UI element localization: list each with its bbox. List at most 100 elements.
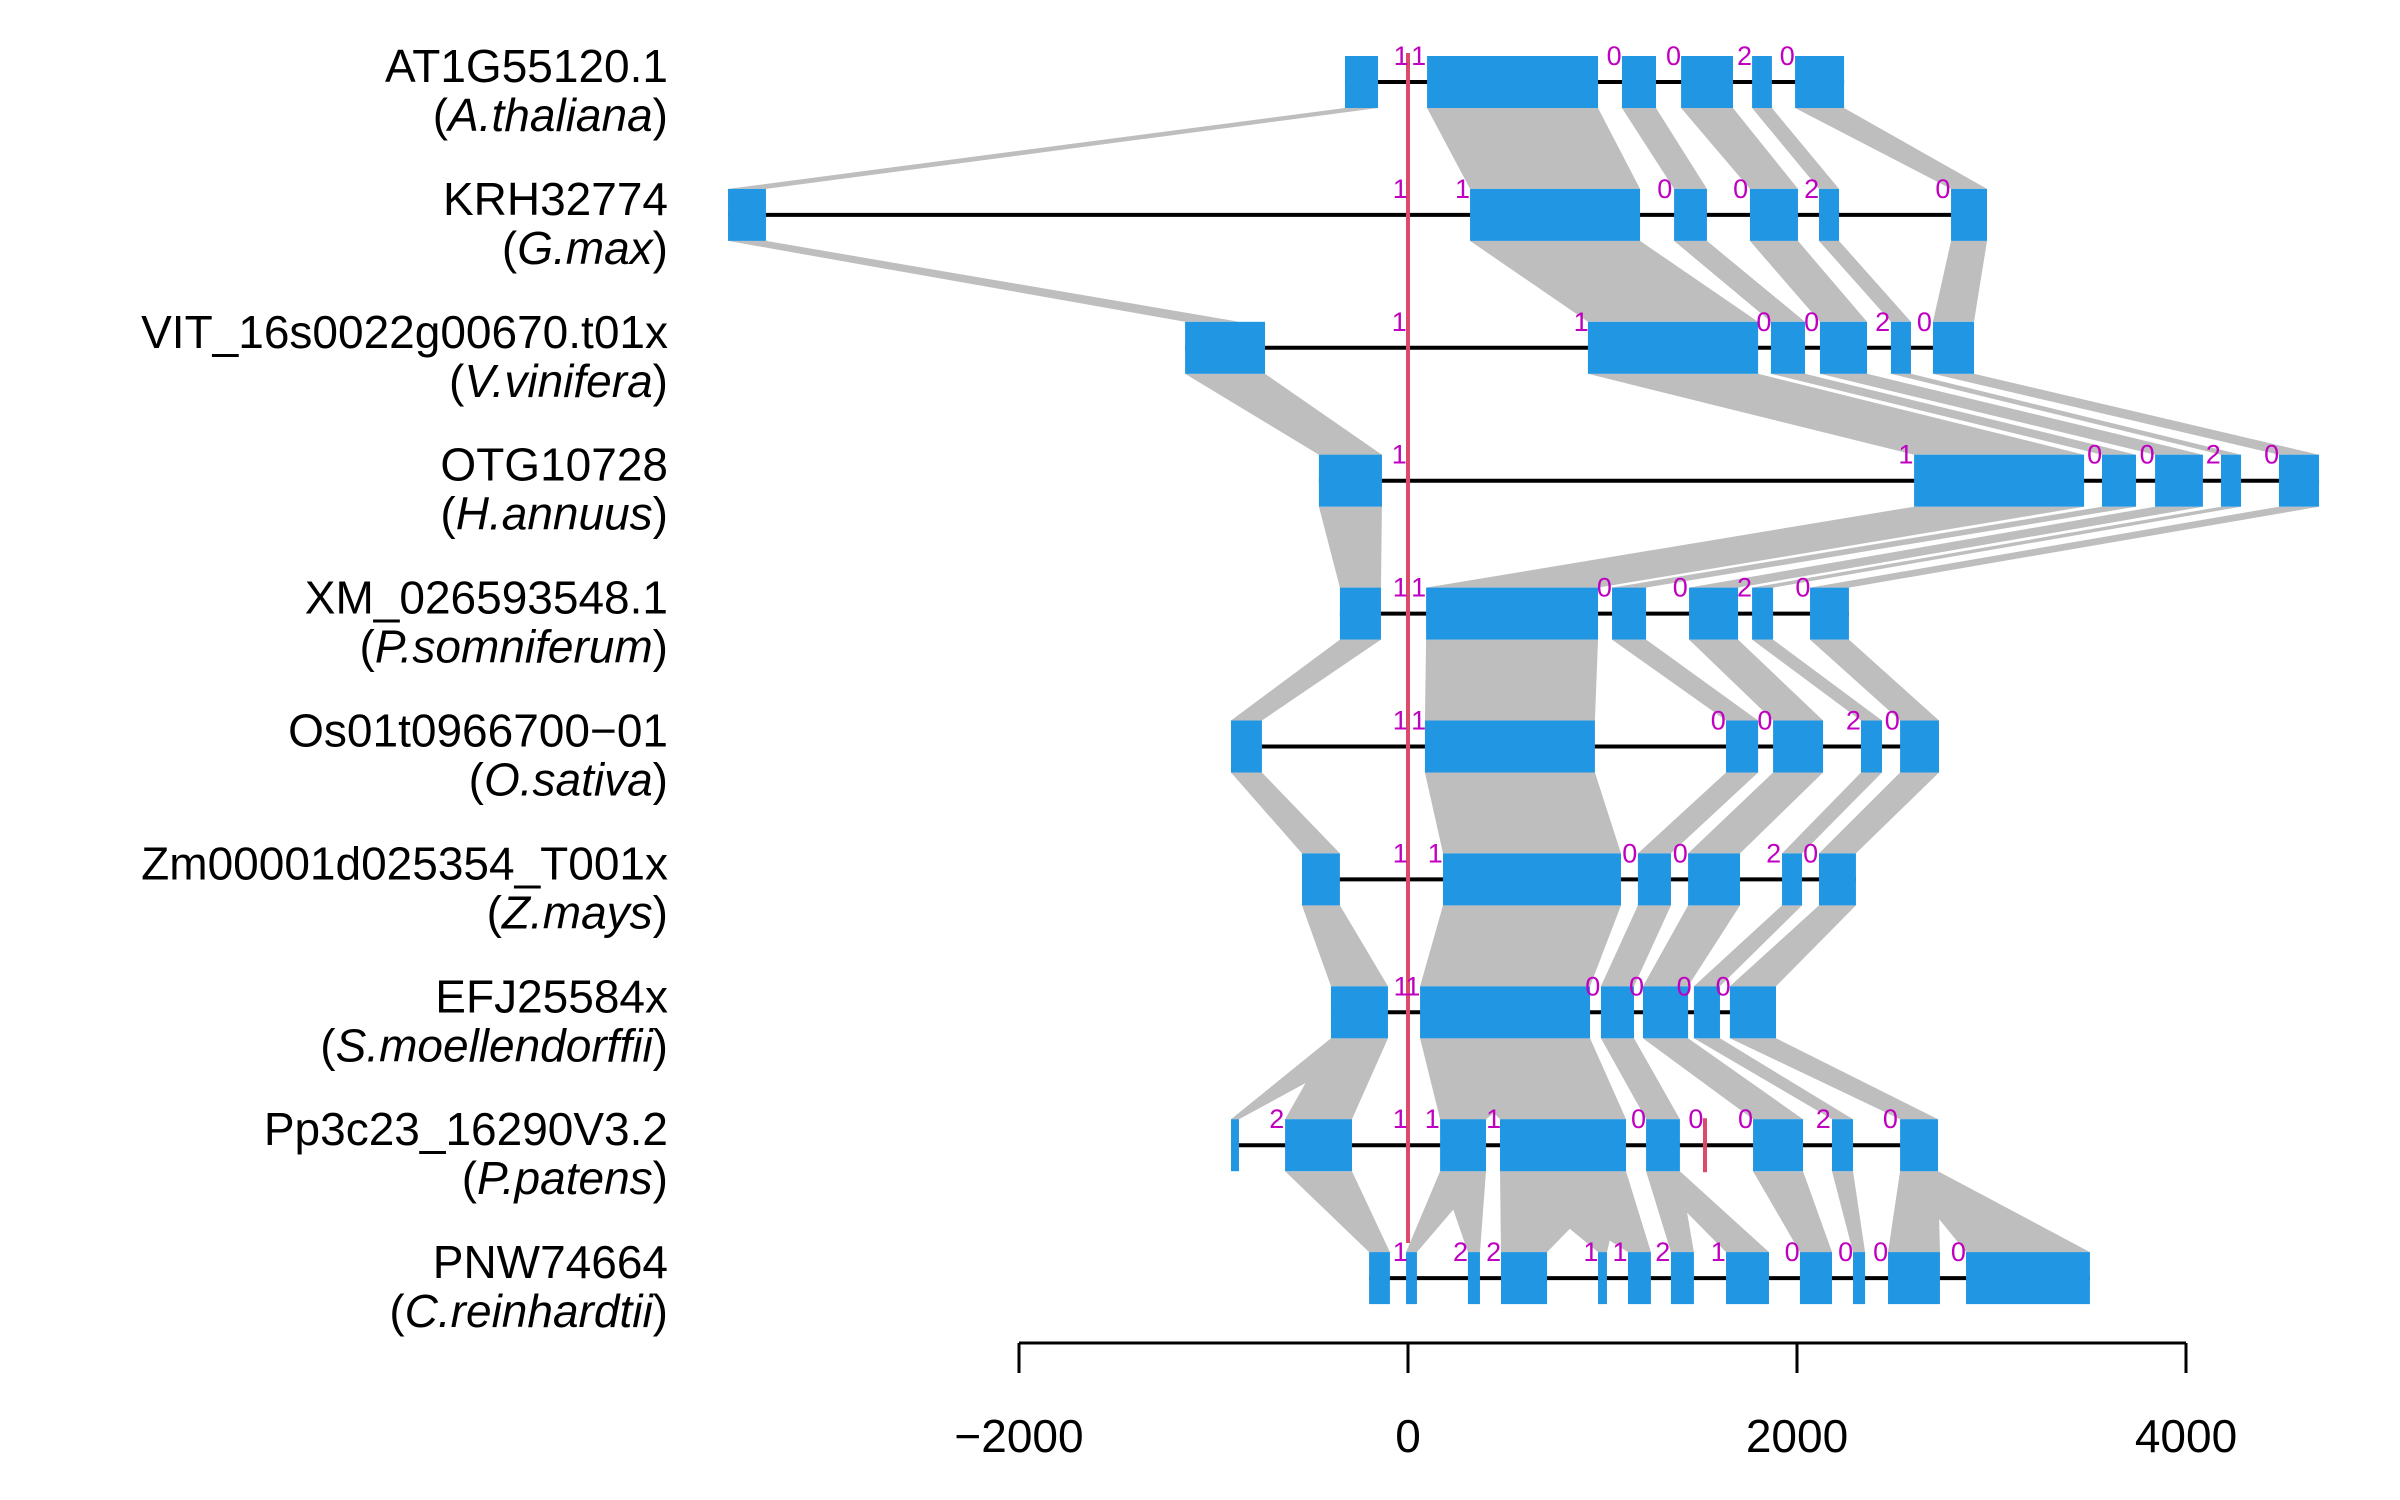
paren-close: ) xyxy=(653,488,668,540)
species-label: (V.vinifera) xyxy=(449,355,668,407)
alignment-connector xyxy=(1301,905,1388,987)
alignment-connector xyxy=(1318,506,1382,588)
exon xyxy=(1426,587,1599,640)
alignment-connector xyxy=(1818,772,1939,854)
exon xyxy=(1932,321,1974,374)
phase-label: 0 xyxy=(2140,440,2155,470)
alignment-connector xyxy=(1427,108,1641,189)
reference-line xyxy=(1406,53,1708,1243)
alignment-connector xyxy=(1238,373,1382,455)
phase-label: 1 xyxy=(1392,307,1407,337)
exon xyxy=(1810,587,1849,640)
paren-close: ) xyxy=(653,222,668,274)
exon xyxy=(1914,454,2085,507)
exon xyxy=(1966,1252,2090,1305)
paren-open: ( xyxy=(487,886,503,938)
exon xyxy=(1443,853,1621,906)
exon xyxy=(1818,853,1856,906)
exon xyxy=(1301,853,1340,906)
exon xyxy=(1467,1252,1480,1305)
exon xyxy=(1330,986,1388,1039)
phase-label: 0 xyxy=(2264,440,2279,470)
species-name: G.max xyxy=(517,222,654,274)
exon xyxy=(2278,454,2320,507)
phase-label: 1 xyxy=(1393,838,1408,868)
phase-label: 0 xyxy=(2087,440,2102,470)
exon xyxy=(1900,1119,1939,1172)
exon xyxy=(1900,720,1939,773)
exon xyxy=(1681,56,1734,108)
species-label: (P.somniferum) xyxy=(360,621,668,673)
phase-label: 0 xyxy=(1917,307,1932,337)
alignment-connector xyxy=(1693,1038,1854,1120)
exon xyxy=(1726,1252,1769,1305)
phase-label: 0 xyxy=(1757,706,1772,736)
paren-open: ( xyxy=(320,1019,336,1071)
paren-close: ) xyxy=(653,1019,668,1071)
alignment-connector xyxy=(1782,772,1882,854)
species-name: O.sativa xyxy=(484,754,653,806)
phase-label: 1 xyxy=(1455,174,1470,204)
exon xyxy=(1670,1252,1694,1305)
phase-label: 2 xyxy=(1655,1237,1670,1267)
paren-open: ( xyxy=(462,1152,478,1204)
species-label: (A.thaliana) xyxy=(433,89,668,141)
gene-id-label: EFJ25584x xyxy=(435,970,668,1022)
exon xyxy=(1339,587,1381,640)
phase-label: 0 xyxy=(1677,971,1692,1001)
phase-label: 0 xyxy=(1629,971,1644,1001)
exon xyxy=(1674,188,1707,241)
phase-label: 1 xyxy=(1425,1104,1440,1134)
alignment-connector xyxy=(1890,373,2242,455)
phase-label: 1 xyxy=(1411,573,1426,603)
phase-label: 0 xyxy=(1673,838,1688,868)
phase-label: 2 xyxy=(1737,41,1752,71)
gene-id-label: Pp3c23_16290V3.2 xyxy=(264,1103,668,1155)
exon xyxy=(1612,587,1647,640)
alignment-connector xyxy=(1749,240,1868,322)
exon xyxy=(1726,720,1759,773)
exon xyxy=(1819,321,1868,374)
exon xyxy=(1285,1119,1352,1172)
exon xyxy=(2101,454,2137,507)
phase-label: 1 xyxy=(1392,440,1407,470)
tick-label: 0 xyxy=(1395,1410,1421,1462)
alignment-connector xyxy=(1752,108,1840,189)
exon xyxy=(1860,720,1882,773)
alignment-connector xyxy=(1795,108,1988,189)
alignment-connector xyxy=(1231,639,1381,721)
alignment-connector xyxy=(1818,240,1911,322)
phase-label: 0 xyxy=(1780,41,1795,71)
gene-labels: AT1G55120.1(A.thaliana)KRH32774(G.max)VI… xyxy=(141,40,668,1337)
alignment-connector xyxy=(1231,772,1340,854)
exon xyxy=(1853,1252,1866,1305)
exon xyxy=(1369,1252,1390,1305)
species-label: (G.max) xyxy=(502,222,668,274)
species-name: S.moellendorffii xyxy=(336,1019,655,1071)
alignment-connector xyxy=(1674,240,1805,322)
alignment-connector xyxy=(1621,108,1707,189)
paren-close: ) xyxy=(653,355,668,407)
phase-label: 0 xyxy=(1733,174,1748,204)
gene-id-label: AT1G55120.1 xyxy=(385,40,668,92)
phase-label: 0 xyxy=(1803,838,1818,868)
paren-open: ( xyxy=(469,754,485,806)
phase-label: 0 xyxy=(1631,1104,1646,1134)
phase-label: 0 xyxy=(1885,706,1900,736)
exon xyxy=(1231,1119,1239,1172)
phase-label: 1 xyxy=(1393,1104,1408,1134)
alignment-connector xyxy=(1681,108,1798,189)
gene-id-label: OTG10728 xyxy=(440,439,668,491)
species-name: V.vinifera xyxy=(464,355,652,407)
phase-label: 0 xyxy=(1597,573,1612,603)
exon xyxy=(1832,1119,1854,1172)
phase-label: 1 xyxy=(1574,307,1589,337)
alignment-connector xyxy=(1932,373,2320,455)
exon xyxy=(1749,188,1798,241)
alignment-connector xyxy=(1420,905,1621,987)
alignment-connector xyxy=(1600,905,1671,987)
phase-label: 0 xyxy=(1607,41,1622,71)
alignment-connector xyxy=(1637,772,1759,854)
exon xyxy=(1424,720,1595,773)
